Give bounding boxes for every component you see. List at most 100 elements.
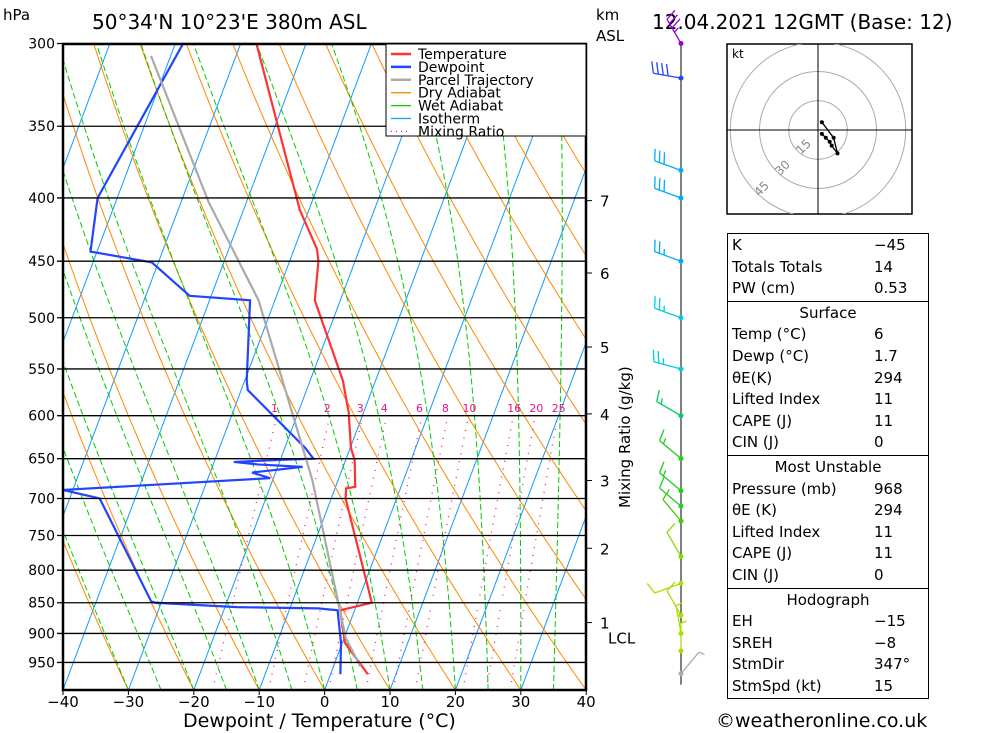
hodograph-point [827, 139, 832, 144]
wind-level-dot [678, 580, 684, 586]
dewpoint-line [63, 44, 343, 675]
km-tick-label: 4 [600, 406, 610, 424]
x-axis-label: Dewpoint / Temperature (°C) [183, 710, 456, 732]
pressure-tick-label: 800 [28, 563, 55, 579]
index-row: SREH −8 [728, 633, 928, 655]
barb-flag [658, 461, 665, 473]
wind-level-dot [678, 40, 684, 46]
barb-shaft [654, 160, 682, 172]
wet-adiabat-line [96, 44, 326, 690]
barb-flag [675, 602, 682, 607]
mixing-ratio-label: 2 [324, 402, 331, 415]
mixing-ratio-label: 20 [529, 402, 543, 415]
hodograph-point [819, 120, 824, 125]
pressure-tick-label: 450 [28, 254, 55, 270]
pressure-tick-label: 950 [28, 655, 55, 671]
index-value: 11 [874, 522, 894, 541]
index-label: Temp (°C) [732, 325, 807, 344]
barb-flag [651, 61, 655, 74]
isotherm-line [389, 167, 586, 690]
mixing-ratio-line [365, 415, 423, 690]
wet-adiabat-line [413, 44, 489, 690]
index-label: Pressure (mb) [732, 479, 837, 498]
index-row: Lifted Index 11 [728, 389, 928, 411]
wind-level-dot [678, 503, 684, 509]
barb-shaft [653, 72, 682, 79]
wind-barb [652, 349, 684, 372]
mixing-ratio-label: 3 [357, 402, 364, 415]
index-value: 1.7 [874, 346, 898, 365]
x-tick-label: −30 [113, 693, 145, 711]
pressure-tick-label: 350 [28, 119, 55, 135]
date-title: 12.04.2021 12GMT (Base: 12) [652, 10, 953, 34]
wind-barb [654, 296, 684, 321]
hodograph-point [819, 131, 824, 136]
pressure-tick-label: 900 [28, 626, 55, 642]
wind-level-dot [678, 488, 684, 494]
wind-level-dot [678, 612, 684, 618]
barb-shaft [666, 590, 682, 616]
mixing-ratio-line [327, 415, 388, 690]
index-label: Lifted Index [732, 522, 821, 541]
dry-adiabat-line [974, 43, 1000, 690]
isotherm-line [258, 44, 503, 690]
barb-shaft [659, 487, 682, 507]
dry-adiabat-line [93, 44, 391, 690]
index-row: PW (cm) 0.53 [728, 278, 928, 300]
wet-adiabat-line [63, 446, 162, 690]
barb-shaft [675, 605, 682, 634]
dry-adiabat-line [417, 44, 586, 340]
hodograph-point [835, 151, 840, 156]
mixing-ratio-label: 4 [381, 402, 388, 415]
barb-shaft [666, 532, 682, 557]
legend-label: Mixing Ratio [418, 124, 504, 140]
index-value: 0 [874, 565, 884, 584]
km-tick-label: 7 [600, 193, 610, 211]
pressure-tick-label: 750 [28, 529, 55, 545]
index-row: Totals Totals 14 [728, 257, 928, 279]
section-title: Most Unstable [774, 457, 882, 476]
wet-adiabat-line [331, 44, 456, 690]
hodograph-point [829, 143, 834, 148]
index-value: 0.53 [874, 279, 908, 298]
mixing-ratio-line [211, 415, 278, 690]
dry-adiabat-line [464, 44, 586, 257]
wet-adiabat-line [553, 44, 563, 690]
mixing-ratio-line [267, 415, 331, 690]
barb-shaft [654, 582, 682, 594]
hodograph-point [831, 135, 836, 140]
mixing-ratio-label: 25 [552, 402, 566, 415]
pressure-tick-label: 700 [28, 491, 55, 507]
index-label: CAPE (J) [732, 544, 793, 563]
barb-shaft [654, 251, 682, 262]
barb-shaft [680, 651, 700, 675]
barb-flag [666, 581, 676, 592]
hpa-unit: hPa [3, 6, 31, 24]
wind-level-dot [678, 413, 684, 419]
index-label: θE(K) [732, 368, 773, 387]
index-row: θE(K) 294 [728, 368, 928, 390]
wind-level-dot [678, 366, 684, 372]
indices-hodograph: Hodograph EH −15 SREH −8 StmDir 347° StmSpd (kt… [728, 589, 928, 699]
lcl-label: LCL [608, 630, 636, 648]
wind-barb [651, 61, 684, 81]
index-row: EH −15 [728, 611, 928, 633]
index-label: Totals Totals [732, 257, 823, 276]
mixing-ratio-line [392, 415, 449, 690]
index-label: Lifted Index [732, 390, 821, 409]
pressure-tick-label: 400 [28, 191, 55, 207]
isotherm-line [63, 44, 242, 518]
copyright: ©weatheronline.co.uk [716, 710, 928, 732]
x-tick-label: −20 [178, 693, 210, 711]
barb-flag [662, 470, 667, 477]
km-unit: km [596, 6, 620, 24]
x-tick-label: −40 [47, 693, 79, 711]
index-value: −45 [874, 236, 906, 254]
dry-adiabat-line [928, 43, 1000, 690]
dry-adiabat-line [186, 44, 522, 690]
barb-shaft [654, 307, 682, 319]
x-tick-label: 0 [320, 693, 330, 711]
barb-flag [658, 476, 665, 489]
hodograph-point [823, 135, 828, 140]
parcel-trajectory-line [149, 55, 362, 667]
